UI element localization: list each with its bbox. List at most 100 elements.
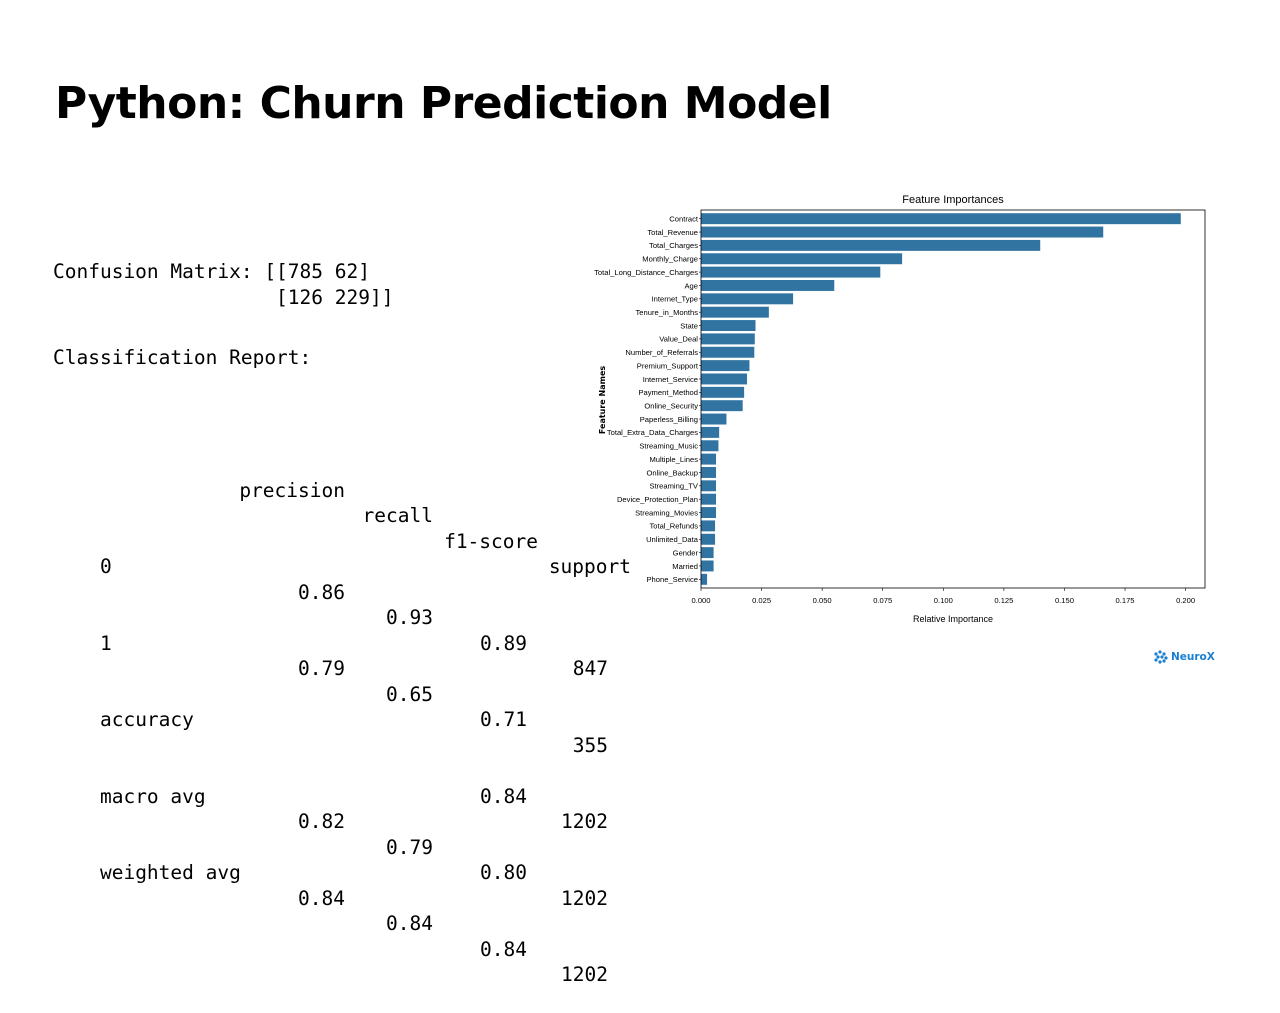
report-cell-precision: 0.82 <box>298 810 345 833</box>
confusion-matrix-line-1: Confusion Matrix: [[785 62] <box>53 260 370 283</box>
report-cell-support: 1202 <box>561 810 608 833</box>
y-tick-label: Unlimited_Data <box>646 535 699 544</box>
report-cell-support: 847 <box>572 657 608 680</box>
report-header-row: precision recall f1-score support <box>53 452 631 579</box>
bar-tenure-in-months <box>701 306 769 318</box>
bar-online-backup <box>701 466 717 478</box>
bar-paperless-billing <box>701 413 727 425</box>
bar-value-deal <box>701 333 755 345</box>
y-tick-label: Payment_Method <box>638 388 698 397</box>
y-tick-label: Premium_Support <box>637 361 699 370</box>
y-tick-label: Online_Security <box>644 401 698 410</box>
report-cell-f1-score: 0.84 <box>480 784 527 808</box>
report-row-label: macro avg <box>99 784 206 808</box>
bar-unlimited-data <box>701 533 716 545</box>
report-row: weighted avg 0.84 0.84 0.84 1202 <box>53 835 608 986</box>
bar-total-extra-data-charges <box>701 426 720 438</box>
y-tick-label: Married <box>672 562 698 571</box>
report-row: macro avg 0.82 0.79 0.80 1202 <box>53 758 608 910</box>
x-tick-label: 0.000 <box>691 596 710 605</box>
feature-importance-chart: Feature Importances Relative Importance … <box>590 188 1220 628</box>
report-cell-precision: 0.86 <box>298 580 345 604</box>
y-tick-label: Total_Extra_Data_Charges <box>607 428 698 437</box>
y-tick-label: Device_Protection_Plan <box>617 495 698 504</box>
report-cell-support: 1202 <box>561 963 608 986</box>
x-tick-label: 0.050 <box>813 596 832 605</box>
bar-total-long-distance-charges <box>701 266 881 278</box>
y-tick-label: State <box>680 321 698 330</box>
y-tick-label: Number_of_Referrals <box>625 348 698 357</box>
y-tick-label: Gender <box>673 548 699 557</box>
bar-streaming-music <box>701 440 719 452</box>
bar-contract <box>701 213 1181 225</box>
y-tick-label: Internet_Type <box>652 295 698 304</box>
y-tick-label: Paperless_Billing <box>640 415 698 424</box>
x-tick-label: 0.200 <box>1176 596 1195 605</box>
chart-y-axis-label: Feature Names <box>598 366 607 434</box>
y-tick-label: Streaming_Music <box>639 442 698 451</box>
x-tick-label: 0.075 <box>873 596 892 605</box>
y-tick-label: Streaming_Movies <box>635 508 698 517</box>
bar-internet-service <box>701 373 748 385</box>
x-tick-label: 0.125 <box>994 596 1013 605</box>
neurox-logo: NeuroX <box>1153 649 1215 665</box>
bar-streaming-tv <box>701 480 717 492</box>
bar-state <box>701 320 756 332</box>
y-tick-label: Tenure_in_Months <box>636 308 699 317</box>
bar-online-security <box>701 400 743 412</box>
bar-internet-type <box>701 293 794 305</box>
confusion-matrix-line-2: [126 229]] <box>53 285 394 309</box>
y-tick-label: Streaming_TV <box>649 482 698 491</box>
report-cell-precision: 0.84 <box>298 886 345 910</box>
report-row-label: 0 <box>99 555 112 578</box>
x-tick-label: 0.150 <box>1055 596 1074 605</box>
bar-premium-support <box>701 360 750 372</box>
confusion-matrix: Confusion Matrix: [[785 62] [126 229]] <box>53 259 393 310</box>
chart-title: Feature Importances <box>902 194 1004 206</box>
x-tick-label: 0.100 <box>934 596 953 605</box>
y-tick-label: Phone_Service <box>646 575 698 584</box>
report-row-label: 1 <box>99 631 112 655</box>
report-cell-f1-score: 0.89 <box>480 631 527 655</box>
report-row: accuracy 0.84 1202 <box>53 682 608 833</box>
x-tick-label: 0.175 <box>1116 596 1135 605</box>
y-tick-label: Monthly_Charge <box>642 255 698 264</box>
y-tick-label: Multiple_Lines <box>649 455 698 464</box>
report-header-precision: precision <box>239 478 345 502</box>
neurox-logo-text: NeuroX <box>1171 651 1215 663</box>
report-header-recall: recall <box>362 504 433 527</box>
y-tick-label: Total_Revenue <box>647 228 698 237</box>
bar-phone-service <box>701 573 708 585</box>
bar-device-protection-plan <box>701 493 717 505</box>
bar-total-refunds <box>701 520 716 532</box>
bar-total-revenue <box>701 226 1104 238</box>
y-tick-label: Online_Backup <box>646 468 698 477</box>
report-cell-recall: 0.93 <box>386 606 433 629</box>
x-tick-label: 0.025 <box>752 596 771 605</box>
report-cell-recall: 0.65 <box>386 682 433 706</box>
report-cell-support: 355 <box>572 733 608 757</box>
bar-multiple-lines <box>701 453 717 465</box>
bar-age <box>701 279 835 291</box>
report-cell-recall: 0.84 <box>386 912 433 935</box>
slide-title: Python: Churn Prediction Model <box>55 78 832 129</box>
feature-importance-chart-svg: Feature Importances Relative Importance … <box>594 194 1206 624</box>
bar-streaming-movies <box>701 507 717 519</box>
report-cell-precision: 0.79 <box>298 657 345 680</box>
y-tick-label: Internet_Service <box>643 375 698 384</box>
report-cell-f1-score: 0.80 <box>480 861 527 884</box>
report-header-support: support <box>548 555 631 578</box>
classification-report-table: precision recall f1-score support 0 0.86… <box>53 401 631 987</box>
bar-number-of-referrals <box>701 346 755 358</box>
bar-married <box>701 560 714 572</box>
y-tick-label: Total_Long_Distance_Charges <box>594 268 698 277</box>
bar-total-charges <box>701 239 1041 251</box>
y-tick-label: Total_Refunds <box>649 522 698 531</box>
neurox-logo-icon <box>1154 650 1168 664</box>
plot-frame <box>700 209 1206 589</box>
bar-payment-method <box>701 386 745 398</box>
bar-gender <box>701 547 714 559</box>
chart-x-axis-label: Relative Importance <box>913 614 993 624</box>
report-row: 0 0.86 0.93 0.89 847 <box>53 529 608 680</box>
classification-report-title: Classification Report: <box>53 346 312 369</box>
